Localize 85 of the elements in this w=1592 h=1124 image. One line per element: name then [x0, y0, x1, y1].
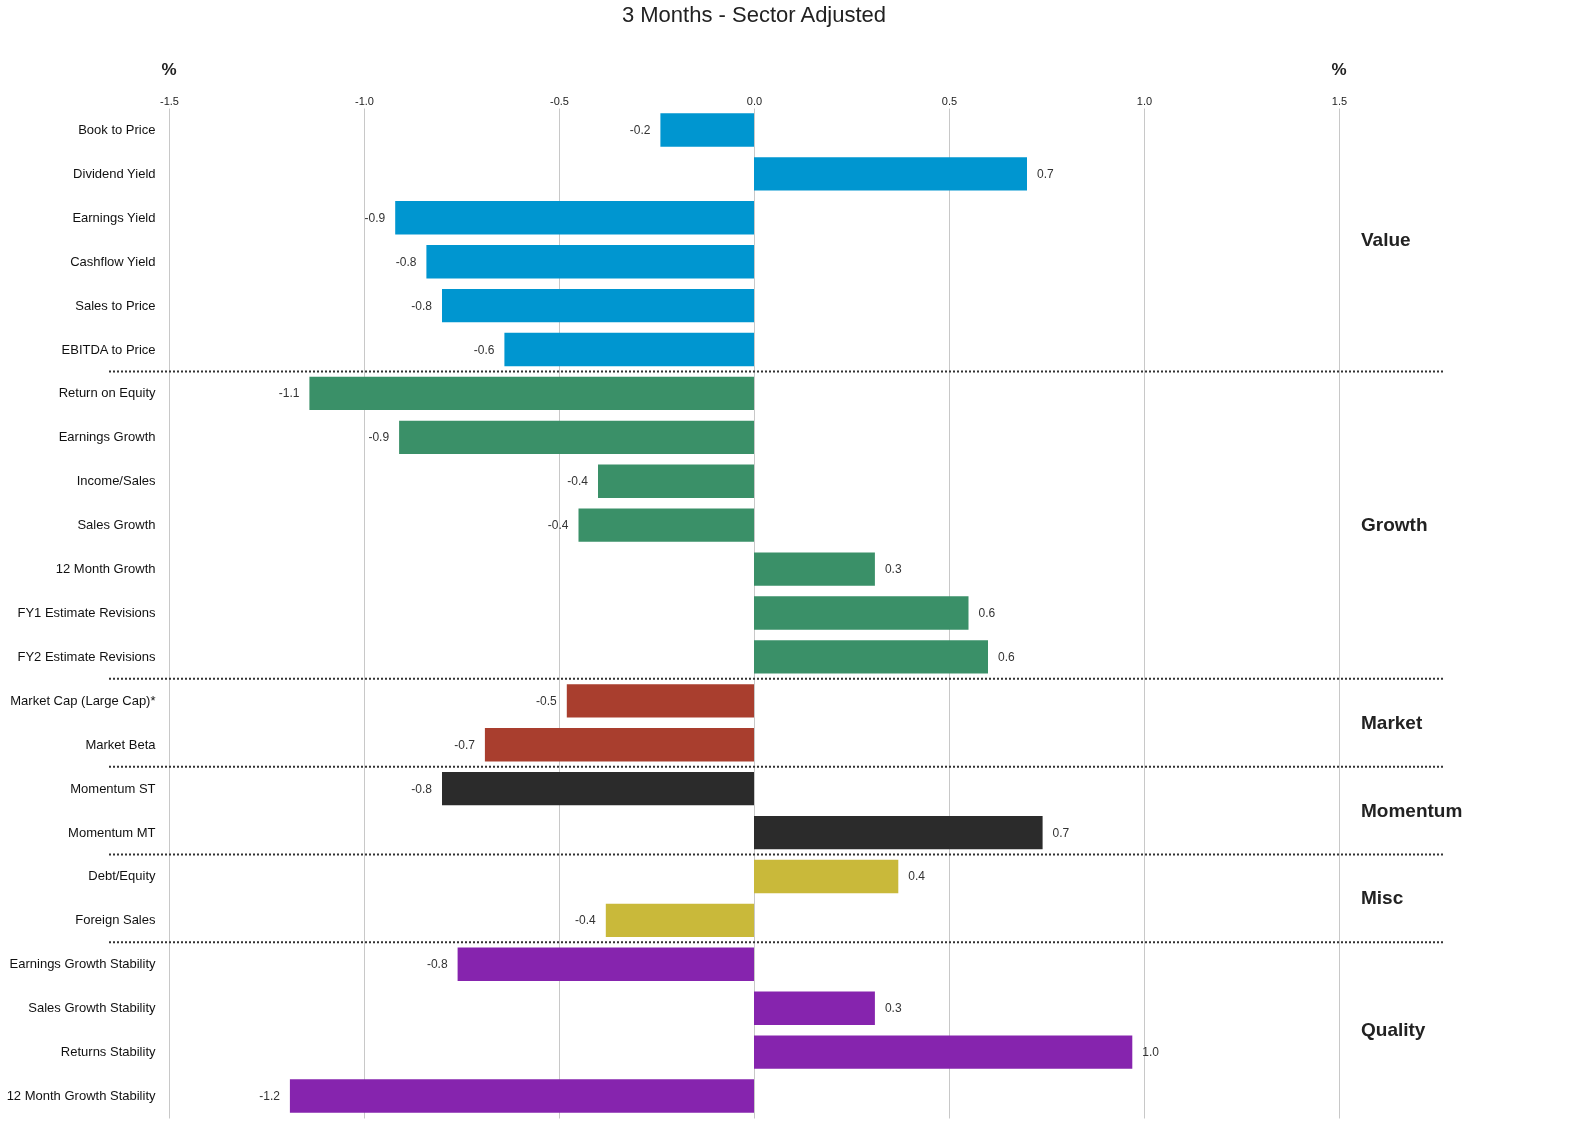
bar — [605, 903, 754, 938]
y-tick-label: EBITDA to Price — [61, 341, 156, 357]
text: Quality — [1361, 1019, 1426, 1041]
data-label: -0.8 — [411, 781, 433, 796]
bar — [566, 684, 754, 718]
data-label: 0.7 — [1052, 825, 1070, 840]
data-label: -1.2 — [259, 1089, 281, 1104]
x-tick-label: 1.0 — [1136, 94, 1153, 107]
data-label: 0.7 — [1037, 166, 1055, 181]
y-tick-label: Foreign Sales — [75, 912, 156, 928]
bar — [426, 245, 754, 279]
data-label: -1.1 — [278, 386, 300, 401]
x-tick-label: -0.5 — [550, 94, 569, 107]
y-tick-label: FY2 Estimate Revisions — [17, 648, 156, 664]
bar — [399, 420, 754, 455]
x-axis-title: % — [161, 60, 177, 79]
y-tick-label: 12 Month Growth Stability — [6, 1088, 156, 1104]
bar — [578, 508, 754, 542]
bar — [754, 991, 875, 1025]
y-tick-label: Earnings Growth Stability — [9, 956, 156, 972]
chart-title: 3 Months - Sector Adjusted — [621, 2, 887, 27]
text: Market — [1361, 711, 1423, 733]
bar — [457, 947, 754, 981]
data-label: 1.0 — [1142, 1045, 1160, 1060]
x-tick-label: -1.0 — [355, 94, 374, 107]
text: Misc — [1361, 887, 1404, 909]
y-tick-label: Sales Growth Stability — [28, 1000, 156, 1016]
x-tick-label: 0.0 — [746, 94, 763, 107]
bar — [395, 201, 754, 235]
data-label: -0.8 — [426, 957, 448, 972]
bar — [289, 1079, 754, 1113]
y-tick-label: Return on Equity — [58, 385, 156, 401]
y-tick-label: Momentum ST — [70, 780, 156, 796]
text: Growth — [1361, 514, 1428, 536]
bar — [754, 815, 1043, 850]
y-tick-label: Market Beta — [85, 736, 157, 752]
bar — [442, 771, 754, 806]
bar — [754, 1035, 1133, 1069]
y-tick-label: Book to Price — [78, 121, 156, 137]
y-tick-label: Earnings Yield — [72, 209, 156, 225]
data-label: -0.4 — [547, 518, 569, 533]
y-tick-label: Sales Growth — [77, 517, 156, 533]
bar — [504, 332, 754, 367]
data-label: 0.6 — [998, 649, 1016, 664]
y-tick-label: 12 Month Growth — [55, 561, 156, 577]
text: Momentum — [1361, 799, 1463, 821]
bar — [754, 859, 899, 894]
data-label: 0.4 — [908, 869, 926, 884]
bar — [660, 113, 754, 147]
y-tick-label: FY1 Estimate Revisions — [17, 605, 156, 620]
bar — [598, 464, 754, 498]
y-tick-label: Sales to Price — [75, 297, 156, 313]
bar — [754, 596, 969, 630]
bar — [754, 640, 988, 674]
data-label: -0.8 — [411, 298, 433, 313]
x-tick-label: -1.5 — [160, 94, 179, 107]
bar — [754, 552, 875, 586]
data-label: 0.3 — [884, 1001, 902, 1016]
data-label: -0.8 — [395, 254, 417, 269]
y-tick-label: Dividend Yield — [73, 165, 156, 181]
text: % — [1331, 60, 1347, 79]
data-label: -0.7 — [454, 737, 476, 752]
bar — [442, 288, 754, 323]
bar — [309, 376, 754, 411]
y-tick-label: Returns Stability — [60, 1044, 156, 1060]
y-tick-label: Momentum MT — [68, 824, 156, 840]
bar — [484, 728, 754, 762]
data-label: -0.5 — [536, 693, 558, 708]
x-tick-label: 1.5 — [1331, 94, 1348, 107]
data-label: -0.2 — [629, 122, 651, 137]
y-tick-label: Cashflow Yield — [70, 253, 156, 269]
data-label: 0.6 — [978, 606, 996, 620]
data-label: -0.4 — [575, 913, 597, 928]
data-label: -0.9 — [364, 210, 386, 225]
data-label: 0.3 — [884, 562, 902, 577]
text: Value — [1361, 228, 1411, 250]
x-tick-label: 0.5 — [941, 94, 958, 107]
bar — [754, 157, 1027, 191]
data-label: -0.6 — [473, 342, 495, 357]
y-tick-label: Earnings Growth — [58, 429, 156, 445]
data-label: -0.9 — [368, 430, 390, 445]
y-tick-label: Market Cap (Large Cap)* — [10, 692, 156, 708]
y-tick-label: Debt/Equity — [88, 868, 156, 884]
y-tick-label: Income/Sales — [76, 473, 156, 489]
data-label: -0.4 — [567, 474, 589, 489]
